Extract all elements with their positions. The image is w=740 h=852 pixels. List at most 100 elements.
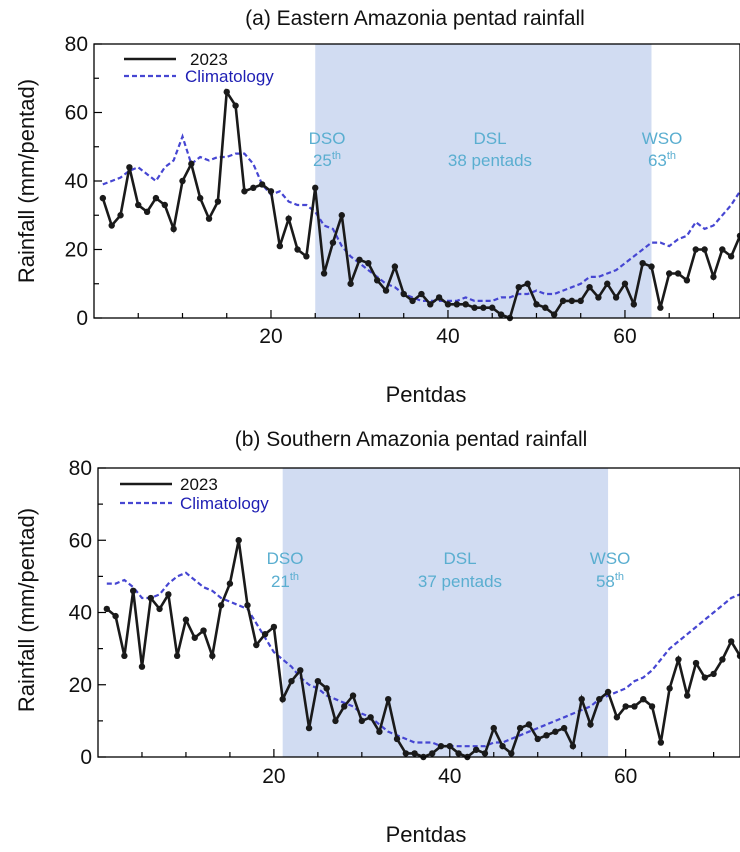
panel-b-2023-point [543, 732, 550, 739]
panel-b-2023-point [341, 703, 348, 710]
panel-b-dsl-label: DSL [443, 549, 476, 568]
panel-a-2023-point [497, 311, 505, 318]
panel-b-y-tick-label: 80 [69, 457, 92, 480]
panel-a-2023-point [205, 215, 213, 222]
panel-a-legend-2023-label: 2023 [190, 50, 228, 69]
panel-a-2023-point [356, 256, 363, 263]
panel-b-2023-point [622, 703, 629, 710]
panel-a-2023-point [409, 297, 416, 305]
panel-b-2023-point [367, 714, 374, 721]
panel-b-dso-value: 21th [271, 571, 299, 591]
panel-b-2023-point [472, 746, 480, 753]
panel-a-2023-point [719, 246, 726, 253]
panel-a-dso-label: DSO [309, 129, 346, 148]
panel-b-x-tick-label: 60 [614, 765, 637, 788]
panel-a-x-tick-label: 40 [436, 325, 459, 348]
panel-b-2023-point [604, 688, 612, 696]
panel-b-2023-point [112, 612, 119, 620]
panel-a-2023-point [117, 212, 124, 219]
panel-b-2023-point [235, 537, 242, 544]
panel-a-2023-point [312, 184, 319, 192]
panel-a-2023-point [418, 290, 425, 298]
panel-b-2023-point [692, 659, 700, 667]
panel-a-2023-point [143, 208, 151, 216]
panel-a-2023-point [427, 301, 434, 308]
panel-b-x-tick-label: 20 [262, 765, 285, 788]
panel-b-dry-season-shading [282, 468, 609, 757]
panel-a-2023-point [489, 304, 496, 311]
panel-a-y-tick-label: 60 [65, 102, 88, 125]
panel-a-2023-point [480, 304, 487, 311]
panel-a-2023-point [303, 253, 310, 260]
panel-b-2023-point [165, 591, 172, 598]
panel-b-2023-point [648, 703, 656, 710]
panel-b-2023-point [332, 717, 339, 725]
panel-b-2023-point [701, 674, 709, 681]
panel-a-legend-climatology-label: Climatology [185, 67, 274, 86]
panel-b-2023-point [402, 750, 410, 757]
panel-b-2023-point [684, 692, 691, 699]
panel-b-2023-point [719, 656, 726, 663]
panel-b-2023-point [209, 652, 216, 660]
panel-b-2023-point [508, 750, 515, 757]
panel-b-2023-point [297, 667, 304, 674]
panel-a-2023-point [391, 263, 399, 270]
panel-a-title: (a) Eastern Amazonia pentad rainfall [245, 7, 585, 30]
panel-a: (a) Eastern Amazonia pentad rainfall 20 4… [14, 7, 740, 407]
panel-a-x-axis-label: Pentdas [386, 382, 467, 407]
panel-b-dso-label: DSO [267, 549, 304, 568]
panel-b-2023-point [525, 721, 533, 728]
panel-b-2023-point [455, 750, 462, 757]
panel-a-y-tick-label: 20 [65, 239, 88, 262]
panel-b-2023-point [411, 750, 418, 757]
panel-a-dsl-label: DSL [473, 129, 506, 148]
panel-a-2023-point [135, 201, 142, 209]
panel-b-climatology-line [106, 571, 740, 748]
panel-b-2023-point [349, 692, 357, 699]
panel-b-2023-point [613, 714, 621, 721]
panel-a-2023-point [568, 297, 576, 305]
panel-a-2023-point [373, 277, 381, 284]
panel-a-dso-value: 25th [313, 150, 341, 170]
panel-b-y-tick-label: 20 [69, 674, 92, 697]
panel-a-2023-point [276, 242, 284, 250]
panel-b-2023-point [270, 623, 278, 631]
panel-b-2023-point [736, 652, 740, 660]
panel-b-wso-value: 58th [596, 571, 624, 591]
panel-a-2023-point [347, 280, 354, 287]
panel-a-2023-point [382, 287, 390, 294]
panel-b-2023-point [385, 696, 392, 703]
panel-b-x-tick-label: 40 [438, 765, 461, 788]
panel-b-legend: 2023 Climatology [120, 475, 269, 513]
panel-a-2023-point [524, 280, 531, 287]
panel-a-2023-point [267, 188, 275, 195]
panel-b-dsl-value: 37 pentads [418, 572, 502, 591]
panel-b-2023-point [182, 616, 190, 623]
panel-a-2023-point [683, 277, 691, 284]
panel-a-2023-point [577, 297, 584, 305]
panel-b-2023-point [305, 724, 313, 732]
panel-b-2023-point [393, 735, 401, 743]
panel-a-2023-point [666, 270, 673, 277]
panel-b-2023-point [226, 580, 234, 587]
panel-b: (b) Southern Amazonia pentad rainfall 20… [14, 428, 740, 847]
panel-b-2023-point [323, 685, 330, 692]
panel-b-2023-point [446, 742, 453, 750]
panel-b-2023-point [481, 750, 489, 757]
panel-a-2023-point [365, 260, 372, 267]
panel-b-2023-point [314, 677, 322, 685]
panel-b-2023-point [728, 638, 735, 645]
panel-a-2023-point [214, 198, 222, 205]
panel-b-2023-point [103, 605, 110, 613]
panel-b-2023-point [358, 717, 366, 725]
panel-a-2023-point [462, 301, 469, 308]
panel-a-2023-point [338, 212, 345, 219]
panel-b-wso-label: WSO [590, 549, 631, 568]
panel-a-2023-point [294, 246, 301, 253]
panel-a-2023-point [595, 294, 602, 301]
panel-a-y-tick-label: 40 [65, 170, 88, 193]
panel-b-2023-point [516, 724, 524, 732]
panel-b-2023-point [490, 724, 497, 732]
panel-a-2023-point [435, 294, 443, 301]
